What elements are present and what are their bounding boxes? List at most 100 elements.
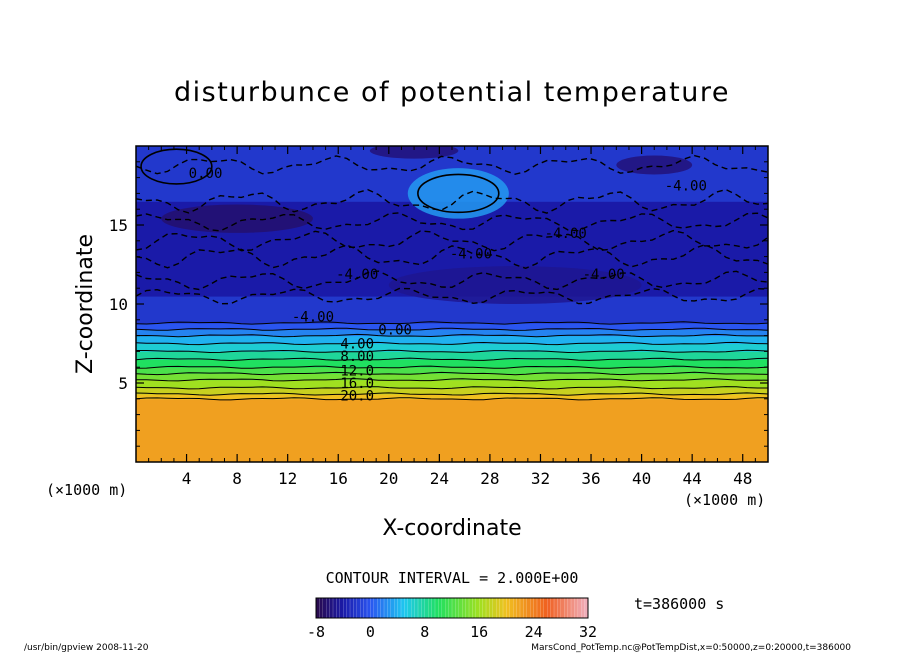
colorbar-stripe (458, 598, 463, 618)
contour-label: -4.00 (450, 246, 492, 262)
colorbar-tick-label: 8 (420, 623, 429, 641)
time-label: t=386000 s (634, 595, 724, 613)
x-tick-label: 4 (182, 469, 192, 488)
x-tick-label: 44 (683, 469, 702, 488)
colorbar-stripe (356, 598, 361, 618)
colorbar-tick-label: 0 (366, 623, 375, 641)
contour-label: -4.00 (665, 179, 707, 195)
contour-label: -4.00 (292, 310, 334, 326)
contour-line-solid (136, 365, 768, 369)
colorbar-border (315, 597, 589, 619)
colorbar-stripe (530, 598, 534, 618)
contour-line-dashed (136, 270, 768, 291)
contour-line-solid (136, 357, 768, 362)
contour-line-solid (136, 341, 768, 346)
y-tick-label: 10 (109, 295, 128, 314)
contour-lines: 0.00-4.00-4.00-4.00 -4.00-4.00-4.000.004.… (136, 148, 768, 405)
field-layer (136, 394, 768, 400)
colorbar-stripe (520, 598, 524, 618)
contour-line-dashed (136, 287, 768, 305)
colorbar-stripe (343, 598, 347, 618)
colorbar-tick-label: 24 (525, 623, 543, 641)
colorbar-stripe (414, 598, 419, 618)
x-unit-right: (×1000 m) (684, 491, 765, 509)
colorbar-stripe (533, 598, 538, 618)
contour-line-solid (136, 333, 768, 338)
field-blob (407, 168, 509, 219)
colorbar-stripe (550, 598, 555, 618)
colorbar-stripe (373, 598, 378, 618)
field-blob (616, 155, 693, 175)
colorbar-stripe (445, 598, 449, 618)
colorbar-stripe (506, 598, 511, 618)
colorbar-tick-label: -8 (307, 623, 325, 641)
field-blob (161, 204, 313, 233)
contour-line-solid (136, 386, 768, 390)
contour-line-solid (136, 321, 768, 325)
contour-line-dashed (136, 244, 768, 270)
colorbar-stripe (316, 598, 320, 618)
field-layer (136, 335, 768, 344)
colorbar-stripe (421, 598, 426, 618)
colorbar-stripe (503, 598, 507, 618)
colorbar-stripes (315, 597, 589, 619)
colorbar-stripe (390, 598, 395, 618)
colorbar-stripe (496, 598, 500, 618)
heatmap-field (136, 146, 768, 462)
colorbar-stripe (574, 598, 579, 618)
contour-label: -4.00 (583, 267, 625, 283)
field-layer (136, 373, 768, 381)
colorbar-stripe (567, 598, 572, 618)
field-layer (136, 329, 768, 337)
colorbar-stripe (475, 598, 480, 618)
colorbar-stripe (360, 598, 364, 618)
colorbar-tick-label: 16 (470, 623, 488, 641)
colorbar-stripe (394, 598, 398, 618)
colorbar-stripe (350, 598, 354, 618)
contour-label: 8.00 (340, 349, 374, 365)
colorbar-stripe (543, 598, 548, 618)
colorbar-stripe (516, 598, 521, 618)
y-axis-label: Z-coordinate (73, 234, 98, 374)
contour-line-dashed (136, 229, 768, 252)
colorbar-stripe (479, 598, 483, 618)
contour-line-solid (136, 349, 768, 354)
colorbar-stripe (523, 598, 528, 618)
contour-label: 0.00 (189, 166, 223, 182)
colorbar-stripe (489, 598, 494, 618)
colorbar-stripe (438, 598, 443, 618)
colorbar-stripe (513, 598, 517, 618)
contour-label: -4.00 (336, 267, 378, 283)
colorbar-stripe (571, 598, 575, 618)
colorbar-stripe (554, 598, 558, 618)
colorbar-stripe (407, 598, 412, 618)
field-layer (136, 359, 768, 368)
colorbar-stripe (499, 598, 504, 618)
contour-label: 16.0 (340, 376, 374, 392)
x-tick-label: 8 (232, 469, 242, 488)
y-axis-ticks: 5 10 15 (109, 161, 768, 447)
colorbar-stripe (537, 598, 541, 618)
x-tick-label: 32 (531, 469, 550, 488)
contour-line-solid (136, 397, 768, 401)
x-axis-label: X-coordinate (382, 516, 521, 541)
colorbar-stripe (526, 598, 531, 618)
contour-line-solid (136, 392, 768, 396)
x-tick-label: 40 (632, 469, 651, 488)
x-tick-label: 24 (430, 469, 449, 488)
contour-line-dashed (136, 188, 768, 214)
field-layer (136, 343, 768, 352)
colorbar-stripe (564, 598, 568, 618)
contour-line-dashed (136, 154, 768, 175)
x-unit-left: (×1000 m) (46, 481, 127, 499)
contour-label: 4.00 (340, 337, 374, 353)
x-tick-label: 36 (581, 469, 600, 488)
field-layer (136, 322, 768, 330)
colorbar-tick-label: 32 (579, 623, 597, 641)
contour-closed (417, 173, 500, 214)
colorbar-stripe (462, 598, 466, 618)
colorbar-stripe (329, 598, 334, 618)
colorbar-stripe (455, 598, 460, 618)
field-layer (136, 351, 768, 360)
colorbar-stripe (509, 598, 514, 618)
